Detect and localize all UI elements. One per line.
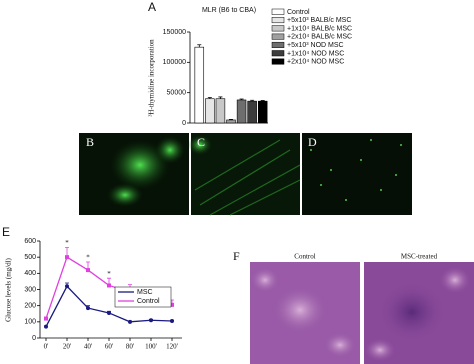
error-bar bbox=[239, 98, 244, 100]
point bbox=[107, 283, 111, 288]
x-tick-label: 0' bbox=[44, 343, 49, 351]
legend-swatch bbox=[271, 33, 285, 40]
bar bbox=[205, 98, 215, 124]
legend-label: +1x10⁴ BALB/c MSC bbox=[287, 25, 352, 32]
fluorescence-panels: B C D bbox=[79, 133, 412, 216]
chart-title: MLR (B6 to CBA) bbox=[202, 7, 256, 14]
legend-swatch bbox=[271, 8, 285, 15]
point bbox=[44, 324, 48, 329]
significance-marker: * bbox=[107, 270, 111, 278]
point bbox=[65, 255, 69, 260]
legend-label: Control bbox=[137, 298, 160, 305]
panel-letter: D bbox=[308, 135, 317, 149]
bar bbox=[194, 46, 205, 124]
point bbox=[128, 319, 132, 324]
image-d bbox=[302, 133, 412, 215]
legend-label: +5x10³ NOD MSC bbox=[287, 42, 344, 49]
legend-swatch bbox=[271, 50, 285, 57]
significance-marker: * bbox=[65, 239, 69, 247]
histology-panels: F Control MSC-treated bbox=[233, 249, 474, 364]
error-bar bbox=[218, 96, 223, 99]
bar bbox=[247, 100, 257, 124]
x-tick-label: 120' bbox=[166, 343, 178, 351]
point bbox=[149, 318, 153, 323]
caption: MSC-treated bbox=[401, 253, 438, 261]
point bbox=[170, 319, 174, 324]
bar bbox=[226, 119, 236, 124]
point bbox=[107, 310, 111, 315]
point bbox=[44, 316, 48, 321]
y-tick-label: 500 bbox=[24, 254, 36, 261]
y-tick-label: 200 bbox=[24, 303, 36, 310]
y-tick-label: 600 bbox=[24, 238, 36, 245]
error-bar bbox=[260, 100, 265, 102]
bar bbox=[257, 100, 268, 124]
y-tick-label: 300 bbox=[24, 286, 36, 293]
legend-label: +5x10³ BALB/c MSC bbox=[287, 17, 351, 24]
y-axis-label: ³H-thymidine incorporation bbox=[148, 39, 156, 117]
panel-letter: A bbox=[148, 0, 156, 14]
legend-label: +2x10⁴ BALB/c MSC bbox=[287, 34, 352, 41]
legend-swatch bbox=[271, 17, 285, 24]
y-tick-label: 150000 bbox=[163, 29, 186, 36]
caption: Control bbox=[294, 253, 315, 261]
legend-swatch bbox=[271, 25, 285, 32]
point bbox=[170, 302, 174, 307]
panel-letter: F bbox=[233, 249, 240, 263]
y-tick-label: 400 bbox=[24, 270, 36, 277]
panel-letter: E bbox=[2, 225, 10, 239]
y-tick-label: 50000 bbox=[167, 90, 187, 97]
x-tick-label: 20' bbox=[63, 343, 71, 351]
y-tick-label: 100 bbox=[24, 319, 36, 326]
bar bbox=[215, 98, 226, 124]
panel-letter: C bbox=[197, 135, 205, 149]
y-tick-label: 0 bbox=[182, 120, 186, 127]
y-tick-label: 100000 bbox=[163, 59, 186, 66]
legend-swatch bbox=[271, 58, 285, 65]
point bbox=[86, 306, 90, 311]
x-tick-label: 80' bbox=[126, 343, 134, 351]
legend-swatch bbox=[271, 41, 285, 48]
legend-label: MSC bbox=[137, 289, 153, 296]
legend-label: +1x10⁴ NOD MSC bbox=[287, 50, 344, 57]
bar bbox=[236, 99, 247, 124]
legend-label: +2x10⁴ NOD MSC bbox=[287, 59, 344, 66]
y-tick-label: 0 bbox=[32, 335, 36, 342]
x-tick-label: 40' bbox=[84, 343, 92, 351]
legend-label: Control bbox=[287, 9, 310, 16]
point bbox=[86, 268, 90, 273]
significance-marker: * bbox=[86, 254, 90, 262]
error-bar bbox=[229, 118, 233, 120]
y-axis-label: Glucose levels (mg/dl) bbox=[5, 257, 13, 321]
point bbox=[65, 284, 69, 289]
panel-letter: B bbox=[86, 135, 94, 149]
error-bar bbox=[207, 97, 212, 99]
x-tick-label: 100' bbox=[145, 343, 157, 351]
x-tick-label: 60' bbox=[105, 343, 113, 351]
error-bar bbox=[250, 99, 255, 102]
error-bar bbox=[197, 44, 202, 48]
